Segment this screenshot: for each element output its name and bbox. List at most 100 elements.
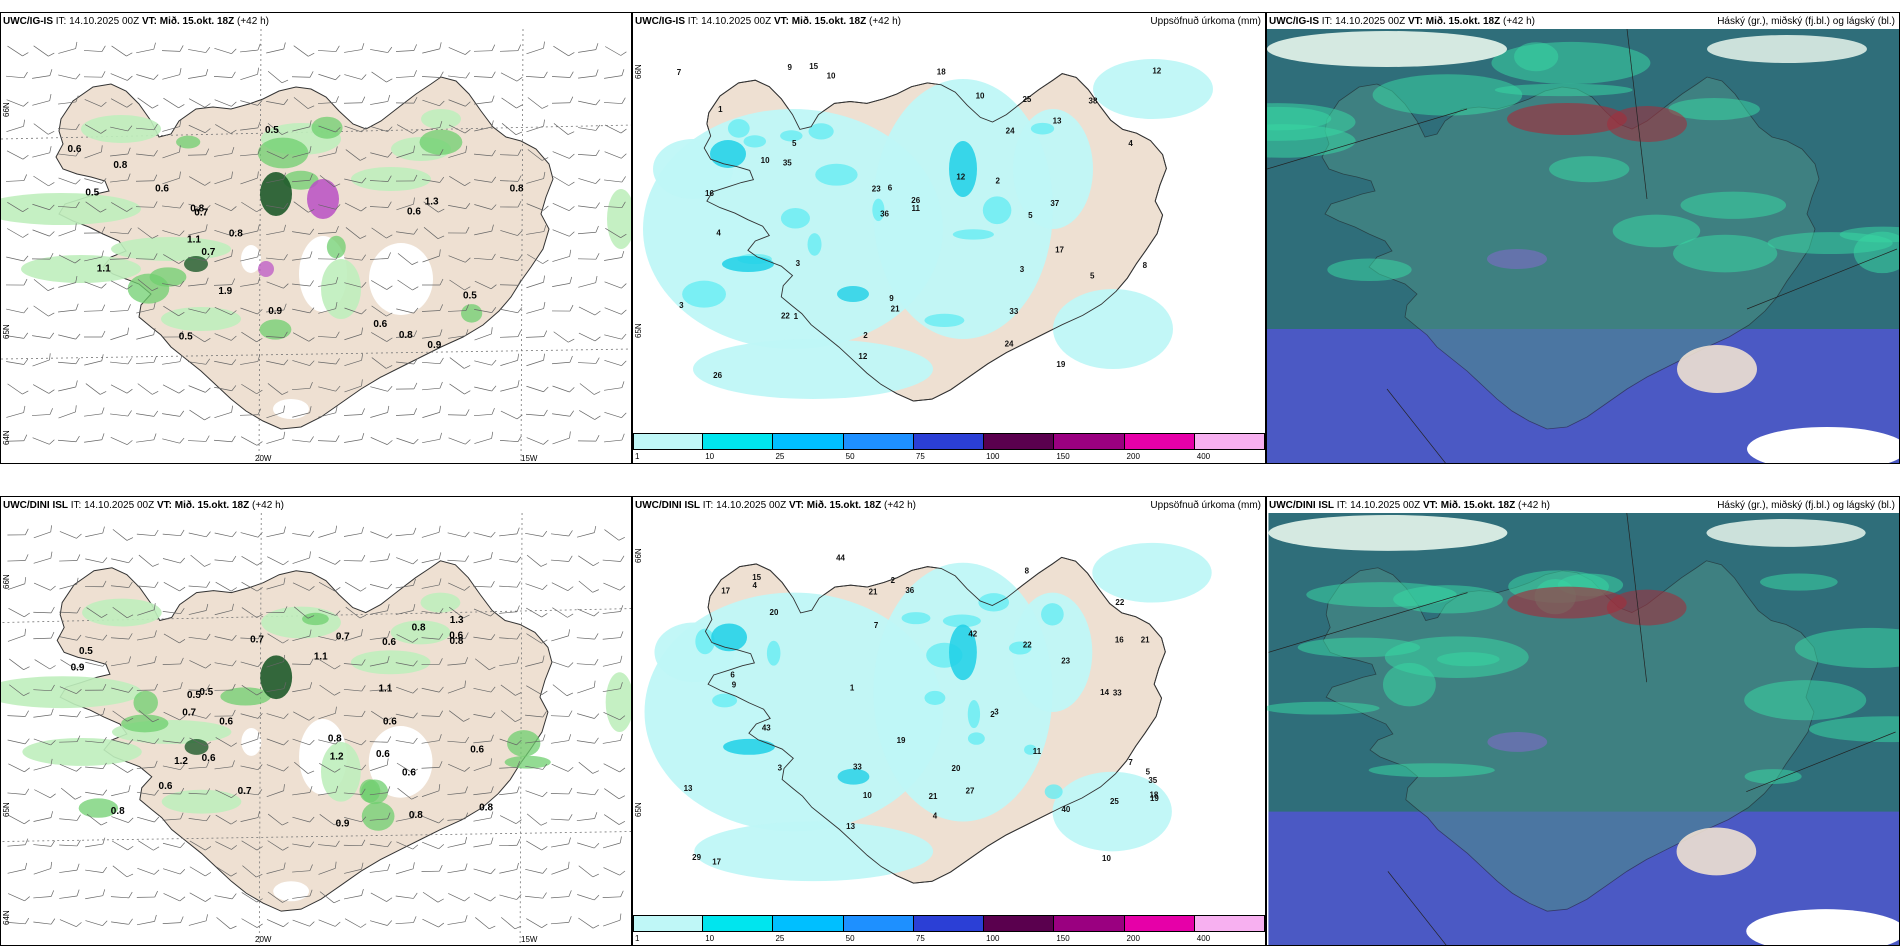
wind-barb bbox=[58, 95, 79, 105]
cloud-high-area bbox=[1809, 716, 1899, 743]
wind-barb bbox=[474, 327, 493, 341]
wind-barb bbox=[473, 786, 494, 796]
precip-label: 1.3 bbox=[425, 197, 439, 208]
accum-label: 36 bbox=[905, 586, 914, 595]
wind-barb bbox=[5, 434, 28, 442]
panel-header: UWC/DINI ISL IT: 14.10.2025 00Z VT: Mið.… bbox=[635, 500, 916, 511]
wind-barb bbox=[370, 386, 393, 392]
wind-barb bbox=[136, 328, 156, 340]
wind-barb bbox=[526, 171, 546, 184]
wind-barb bbox=[551, 661, 574, 668]
wind-barb bbox=[395, 916, 417, 925]
wind-barb bbox=[344, 74, 367, 80]
wind-barb bbox=[58, 275, 78, 288]
wind-barb bbox=[110, 410, 132, 417]
wind-barb bbox=[499, 435, 522, 443]
accum-label: 1 bbox=[718, 105, 723, 114]
wind-barb bbox=[267, 383, 289, 395]
wind-barb bbox=[448, 329, 469, 339]
wind-barb bbox=[291, 71, 314, 78]
wind-barb bbox=[112, 762, 134, 773]
wind-barb bbox=[553, 45, 575, 57]
cloud-high-area bbox=[1267, 701, 1380, 715]
wind-barb bbox=[551, 837, 571, 848]
precip-accum-mid bbox=[952, 229, 994, 240]
wind-barb bbox=[162, 657, 184, 666]
wind-barb bbox=[112, 529, 134, 541]
wind-barb bbox=[447, 409, 470, 416]
wind-barb bbox=[163, 868, 186, 875]
wind-barb bbox=[135, 253, 158, 260]
colorbar-swatch bbox=[633, 433, 704, 450]
precip-area bbox=[351, 167, 431, 191]
wind-barb bbox=[240, 277, 261, 287]
wind-barb bbox=[499, 175, 522, 182]
wind-barb bbox=[5, 278, 28, 286]
cloud-high-area bbox=[1306, 582, 1457, 608]
wind-barb bbox=[292, 582, 315, 591]
wind-barb bbox=[189, 866, 212, 877]
precip-accum-light bbox=[1053, 289, 1173, 369]
grid-line bbox=[1626, 513, 1648, 683]
wind-barb bbox=[343, 526, 364, 537]
wind-barb bbox=[500, 410, 523, 420]
wind-barb bbox=[577, 680, 596, 694]
wind-barb bbox=[162, 842, 185, 849]
wind-barb bbox=[604, 250, 625, 261]
precip-area bbox=[81, 115, 161, 143]
wind-barb bbox=[266, 359, 289, 366]
wind-barb bbox=[85, 866, 107, 873]
wind-barb bbox=[291, 381, 313, 391]
wind-barb bbox=[369, 583, 393, 590]
wind-barb bbox=[240, 354, 261, 365]
wind-barb bbox=[86, 607, 108, 618]
wind-barb bbox=[240, 764, 263, 771]
wind-barb bbox=[136, 433, 157, 443]
wind-barb bbox=[266, 713, 289, 719]
accum-label: 15 bbox=[809, 62, 818, 71]
wind-barb bbox=[577, 149, 600, 156]
wind-barb bbox=[397, 279, 419, 291]
wind-barb bbox=[33, 582, 56, 591]
accum-label: 7 bbox=[1128, 758, 1133, 767]
wind-barb bbox=[215, 866, 237, 877]
cloud-high-area bbox=[1267, 103, 1356, 141]
wind-barb bbox=[344, 327, 363, 341]
wind-barb bbox=[7, 628, 26, 642]
precip-area bbox=[361, 801, 395, 831]
wind-barb bbox=[371, 332, 393, 342]
wind-barb bbox=[136, 914, 157, 926]
wind-barb bbox=[578, 43, 599, 53]
wind-barb bbox=[421, 149, 444, 156]
wind-barb bbox=[188, 581, 211, 588]
wind-barb bbox=[162, 202, 184, 209]
wind-barb bbox=[292, 146, 312, 158]
wind-barb bbox=[214, 171, 233, 185]
precip-area bbox=[350, 650, 431, 675]
wind-barb bbox=[447, 863, 468, 874]
wind-barb bbox=[267, 556, 289, 566]
wind-barb bbox=[188, 255, 211, 262]
wind-barb bbox=[578, 917, 600, 929]
wind-barb bbox=[6, 71, 28, 79]
wind-barb bbox=[214, 893, 237, 900]
wind-barb bbox=[215, 124, 237, 134]
tick-lat: 66N bbox=[634, 64, 643, 79]
wind-barb bbox=[33, 525, 52, 539]
wind-barb bbox=[83, 304, 106, 312]
wind-barb bbox=[58, 333, 81, 340]
wind-barb bbox=[188, 713, 211, 719]
wind-barb bbox=[85, 660, 108, 667]
wind-barb bbox=[371, 305, 393, 317]
accum-label: 9 bbox=[788, 63, 793, 72]
wind-barb bbox=[397, 787, 418, 800]
wind-barb bbox=[525, 790, 548, 798]
cloud-high-area bbox=[1673, 234, 1778, 273]
tick-lon: 20W bbox=[255, 454, 272, 463]
wind-barb bbox=[447, 680, 466, 694]
wind-barb bbox=[162, 916, 184, 924]
wind-barb bbox=[578, 276, 598, 288]
wind-barbs bbox=[5, 41, 627, 446]
accum-label: 14 bbox=[1100, 688, 1109, 697]
accum-label: 18 bbox=[1150, 791, 1159, 800]
